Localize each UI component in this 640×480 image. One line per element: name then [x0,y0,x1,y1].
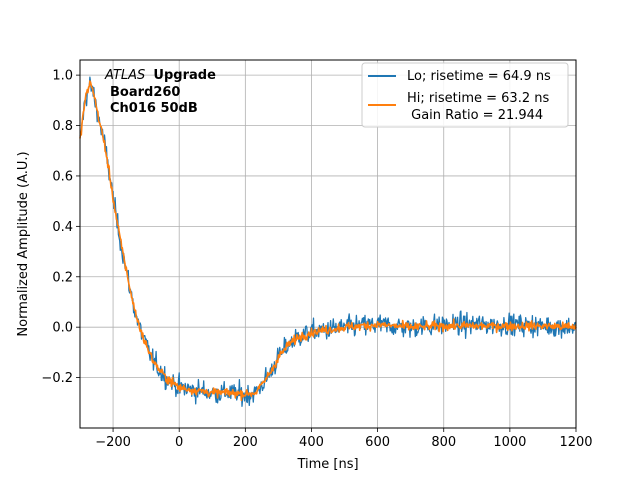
atlas-annotation: ATLAS Upgrade Board260 Ch016 50dB [104,68,216,116]
annotation-board: Board260 [110,85,180,100]
annotation-italic: ATLAS [104,68,145,83]
series-hi-line [79,80,577,402]
x-tick-label: 1000 [493,435,526,450]
annotation-channel: Ch016 50dB [110,101,198,116]
annotation-upgrade: Upgrade [153,68,216,83]
series-layer [79,76,577,407]
y-tick-label: 0.8 [52,119,73,134]
y-tick-label: 0.6 [52,169,73,184]
x-tick-label: 0 [175,435,183,450]
x-tick-label: 200 [233,435,258,450]
y-tick-label: 1.0 [52,69,73,84]
y-tick-label: −0.2 [41,371,73,386]
legend-box [361,62,569,128]
x-tick-label: 400 [299,435,324,450]
legend-label-hi-line: Hi; risetime = 63.2 ns [407,91,549,106]
y-tick-label: 0.0 [52,321,73,336]
y-axis-label: Normalized Amplitude (A.U.) [16,151,31,336]
x-tick-label: 600 [365,435,390,450]
legend-label-hi: Hi; risetime = 63.2 ns Gain Ratio = 21.9… [407,91,549,123]
y-tick-label: 0.4 [52,220,73,235]
x-axis-label: Time [ns] [296,457,358,472]
legend-label-lo: Lo; risetime = 64.9 ns [407,69,551,84]
axis-ticks: −200 0 200 400 600 800 1000 1200 −0.2 0.0 0.2 0.4 0.… [41,69,592,450]
legend-label-hi-line: Gain Ratio = 21.944 [407,108,543,123]
legend: Lo; risetime = 64.9 ns Hi; risetime = 63… [361,62,569,128]
x-tick-label: 800 [431,435,456,450]
x-tick-label: 1200 [559,435,592,450]
x-tick-label: −200 [95,435,131,450]
y-tick-label: 0.2 [52,270,73,285]
axes-frame [79,59,577,429]
svg-text:ATLAS Upgrade: ATLAS Upgrade [104,68,216,83]
